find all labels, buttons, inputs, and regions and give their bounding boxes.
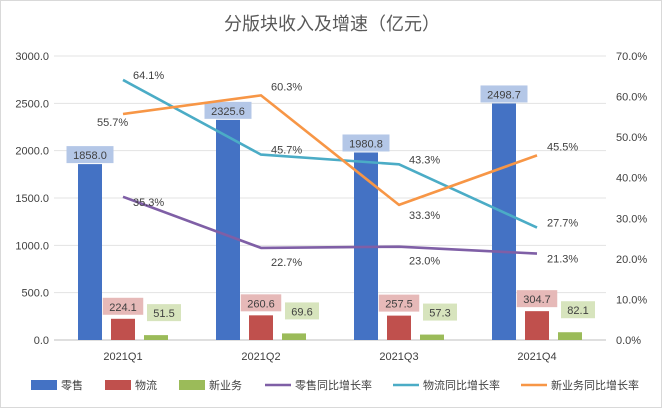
x-category-label: 2021Q3 — [379, 351, 418, 363]
bar-data-label: 51.5 — [153, 308, 174, 320]
line-data-label: 33.3% — [409, 210, 440, 222]
y-right-tick-label: 20.0% — [616, 254, 647, 266]
bar-label-box — [516, 290, 558, 308]
bar-data-label: 82.1 — [567, 305, 588, 317]
bar-label-box — [147, 304, 181, 322]
legend-swatch-bar — [179, 380, 205, 390]
x-category-label: 2021Q2 — [241, 351, 280, 363]
y-left-tick-label: 1500.0 — [15, 193, 49, 205]
y-right-tick-label: 0.0% — [616, 335, 641, 347]
line-data-label: 21.3% — [547, 254, 578, 266]
legend-swatch-bar — [105, 380, 131, 390]
line-data-label: 64.1% — [133, 70, 164, 82]
y-right-tick-label: 60.0% — [616, 92, 647, 104]
line-data-label: 55.7% — [97, 117, 128, 129]
bar-2-2 — [420, 334, 444, 340]
bar-0-1 — [216, 119, 240, 340]
y-left-tick-label: 500.0 — [21, 288, 49, 300]
bar-data-label: 2498.7 — [487, 89, 521, 101]
y-right-tick-label: 10.0% — [616, 294, 647, 306]
line-series-2 — [122, 94, 538, 207]
bar-label-box — [102, 297, 144, 315]
legend-label: 物流同比增长率 — [423, 378, 500, 392]
bar-label-box — [423, 303, 457, 321]
bar-label-box — [204, 101, 252, 119]
y-left-tick-label: 1000.0 — [15, 240, 49, 252]
line-data-label: 27.7% — [547, 218, 578, 230]
bar-data-label: 57.3 — [429, 308, 450, 320]
line-data-label: 43.3% — [409, 154, 440, 166]
y-left-tick-label: 2000.0 — [15, 146, 49, 158]
legend-label: 物流 — [135, 378, 157, 392]
bar-1-3 — [525, 311, 549, 340]
bar-2-3 — [558, 332, 582, 340]
chart-title: 分版块收入及增速（亿元） — [224, 14, 440, 35]
legend-label: 零售同比增长率 — [295, 378, 372, 392]
bar-label-box — [378, 294, 420, 312]
bar-2-0 — [144, 335, 168, 340]
line-series-0 — [122, 195, 538, 255]
bar-label-box — [285, 302, 319, 320]
bar-data-label: 260.6 — [247, 298, 275, 310]
y-left-tick-label: 2500.0 — [15, 98, 49, 110]
bar-data-label: 2325.6 — [211, 106, 245, 118]
bar-data-label: 1980.8 — [349, 138, 383, 150]
bar-data-label: 69.6 — [291, 306, 312, 318]
bar-label-box — [66, 146, 114, 164]
legend-swatch-bar — [31, 380, 57, 390]
y-right-tick-label: 70.0% — [616, 51, 647, 63]
legend-label: 零售 — [61, 378, 83, 392]
legend-label: 新业务同比增长率 — [551, 378, 639, 392]
line-data-label: 45.7% — [271, 145, 302, 157]
bar-label-box — [561, 301, 595, 319]
bar-2-1 — [282, 333, 306, 340]
line-data-label: 23.0% — [409, 256, 440, 268]
y-right-tick-label: 40.0% — [616, 173, 647, 185]
line-series-1 — [122, 78, 538, 229]
y-left-tick-label: 0.0 — [34, 335, 49, 347]
bar-1-1 — [249, 315, 273, 340]
bar-data-label: 1858.0 — [73, 150, 107, 162]
bar-label-box — [480, 85, 528, 103]
bar-data-label: 224.1 — [109, 302, 137, 314]
bar-0-0 — [78, 164, 102, 340]
y-left-tick-label: 3000.0 — [15, 51, 49, 63]
bar-0-3 — [492, 103, 516, 341]
y-right-tick-label: 30.0% — [616, 213, 647, 225]
bar-label-box — [342, 134, 390, 152]
legend-label: 新业务 — [209, 378, 242, 392]
y-right-tick-label: 50.0% — [616, 132, 647, 144]
bar-data-label: 304.7 — [523, 294, 551, 306]
line-data-label: 45.5% — [547, 141, 578, 153]
x-category-label: 2021Q1 — [103, 351, 142, 363]
bar-data-label: 257.5 — [385, 299, 413, 311]
line-data-label: 60.3% — [271, 81, 302, 93]
bar-label-box — [240, 294, 282, 312]
line-data-label: 22.7% — [271, 257, 302, 269]
bar-1-0 — [111, 318, 135, 340]
line-data-label: 35.3% — [133, 197, 164, 209]
x-category-label: 2021Q4 — [517, 351, 556, 363]
bar-1-2 — [387, 315, 411, 340]
